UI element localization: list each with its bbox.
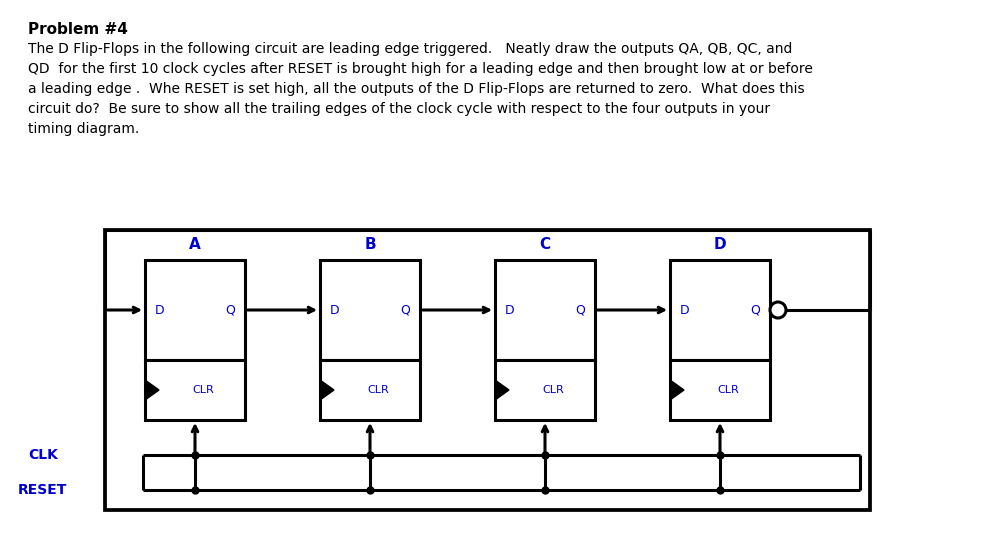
Text: Q: Q [225, 304, 235, 317]
Text: D: D [679, 304, 689, 317]
Bar [669, 260, 769, 360]
Bar [320, 260, 419, 360]
Text: CLR: CLR [542, 385, 564, 395]
Polygon shape [669, 380, 683, 400]
Text: Q: Q [575, 304, 584, 317]
Text: D: D [505, 304, 514, 317]
Bar [105, 230, 869, 510]
Text: C: C [539, 237, 550, 252]
Bar [145, 360, 245, 420]
Bar [320, 360, 419, 420]
Text: CLK: CLK [28, 448, 58, 462]
Text: CLR: CLR [192, 385, 214, 395]
Text: RESET: RESET [18, 483, 68, 497]
Text: timing diagram.: timing diagram. [28, 122, 139, 136]
Circle shape [769, 302, 785, 318]
Text: Q: Q [400, 304, 410, 317]
Text: A: A [189, 237, 201, 252]
Text: Problem #4: Problem #4 [28, 22, 128, 37]
Bar [145, 260, 245, 360]
Polygon shape [494, 380, 509, 400]
Polygon shape [145, 380, 159, 400]
Bar [494, 360, 594, 420]
Text: circuit do?  Be sure to show all the trailing edges of the clock cycle with resp: circuit do? Be sure to show all the trai… [28, 102, 769, 116]
Text: B: B [364, 237, 376, 252]
Text: CLR: CLR [717, 385, 739, 395]
Text: QD  for the first 10 clock cycles after RESET is brought high for a leading edge: QD for the first 10 clock cycles after R… [28, 62, 812, 76]
Text: D: D [713, 237, 726, 252]
Text: a leading edge .  Whe RESET is set high, all the outputs of the D Flip-Flops are: a leading edge . Whe RESET is set high, … [28, 82, 804, 96]
Text: CLR: CLR [367, 385, 389, 395]
Polygon shape [320, 380, 334, 400]
Text: The D Flip-Flops in the following circuit are leading edge triggered.   Neatly d: The D Flip-Flops in the following circui… [28, 42, 791, 56]
Bar [669, 360, 769, 420]
Text: D: D [330, 304, 339, 317]
Text: Q: Q [749, 304, 759, 317]
Bar [494, 260, 594, 360]
Text: D: D [155, 304, 164, 317]
